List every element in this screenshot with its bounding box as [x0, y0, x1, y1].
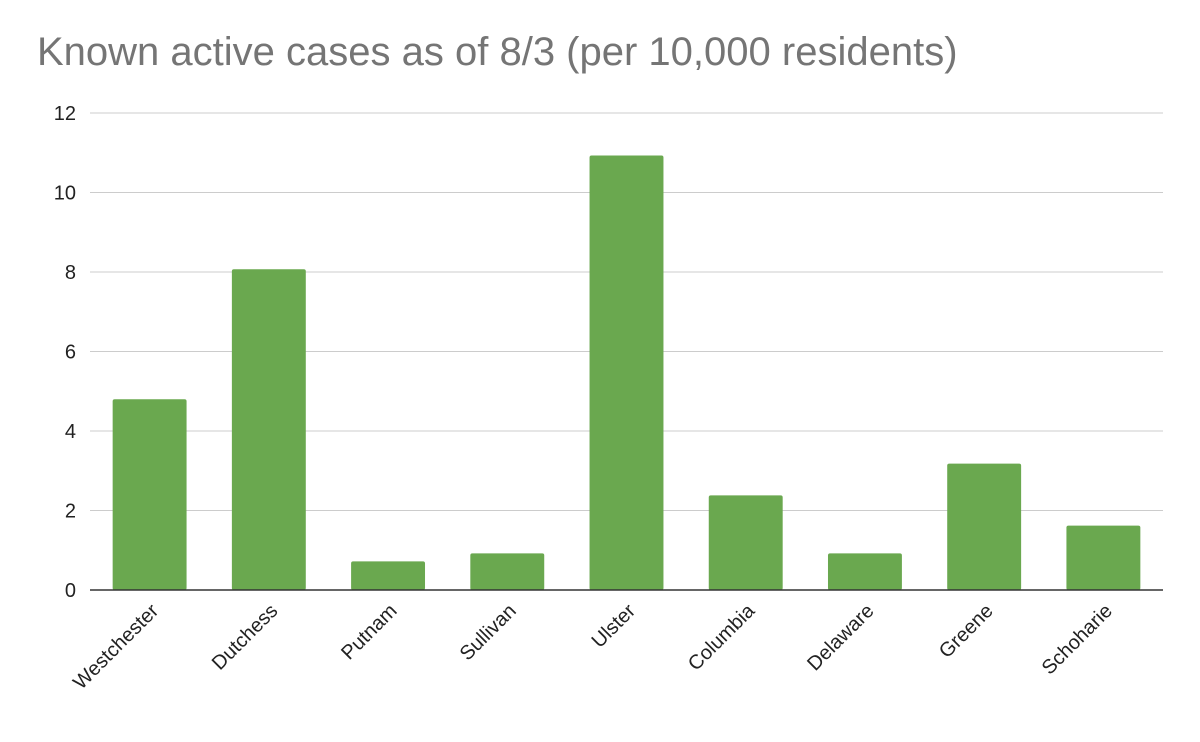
x-tick-label: Ulster: [588, 600, 641, 653]
x-tick-label: Dutchess: [208, 600, 283, 675]
bar-schoharie: [1066, 525, 1141, 590]
bars: [112, 155, 1141, 590]
y-tick-label: 6: [65, 342, 76, 364]
bar-sullivan: [470, 553, 545, 590]
x-tick-label: Greene: [935, 600, 998, 663]
bar-westchester: [112, 399, 187, 590]
bar-putnam: [351, 561, 426, 590]
x-tick-label: Schoharie: [1038, 600, 1117, 679]
bar-columbia: [708, 495, 783, 590]
x-tick-label: Delaware: [803, 600, 878, 675]
y-tick-label: 8: [65, 262, 76, 284]
y-tick-label: 4: [65, 421, 76, 443]
y-tick-label: 12: [54, 103, 76, 125]
bar-dutchess: [231, 269, 306, 590]
y-tick-label: 2: [65, 501, 76, 523]
x-tick-label: Sullivan: [456, 600, 521, 665]
y-axis-ticks: 0 2 4 6 8 10 12: [54, 103, 76, 602]
y-tick-label: 0: [65, 580, 76, 602]
x-tick-label: Westchester: [69, 600, 163, 694]
x-tick-label: Putnam: [337, 600, 401, 664]
x-axis-labels: Westchester Dutchess Putnam Sullivan Ulster C…: [69, 599, 1117, 694]
chart-title: Known active cases as of 8/3 (per 10,000…: [37, 30, 958, 74]
bar-delaware: [827, 553, 902, 590]
x-tick-label: Columbia: [684, 599, 760, 675]
y-tick-label: 10: [54, 183, 76, 205]
bar-ulster: [589, 155, 664, 590]
bar-greene: [947, 463, 1022, 590]
